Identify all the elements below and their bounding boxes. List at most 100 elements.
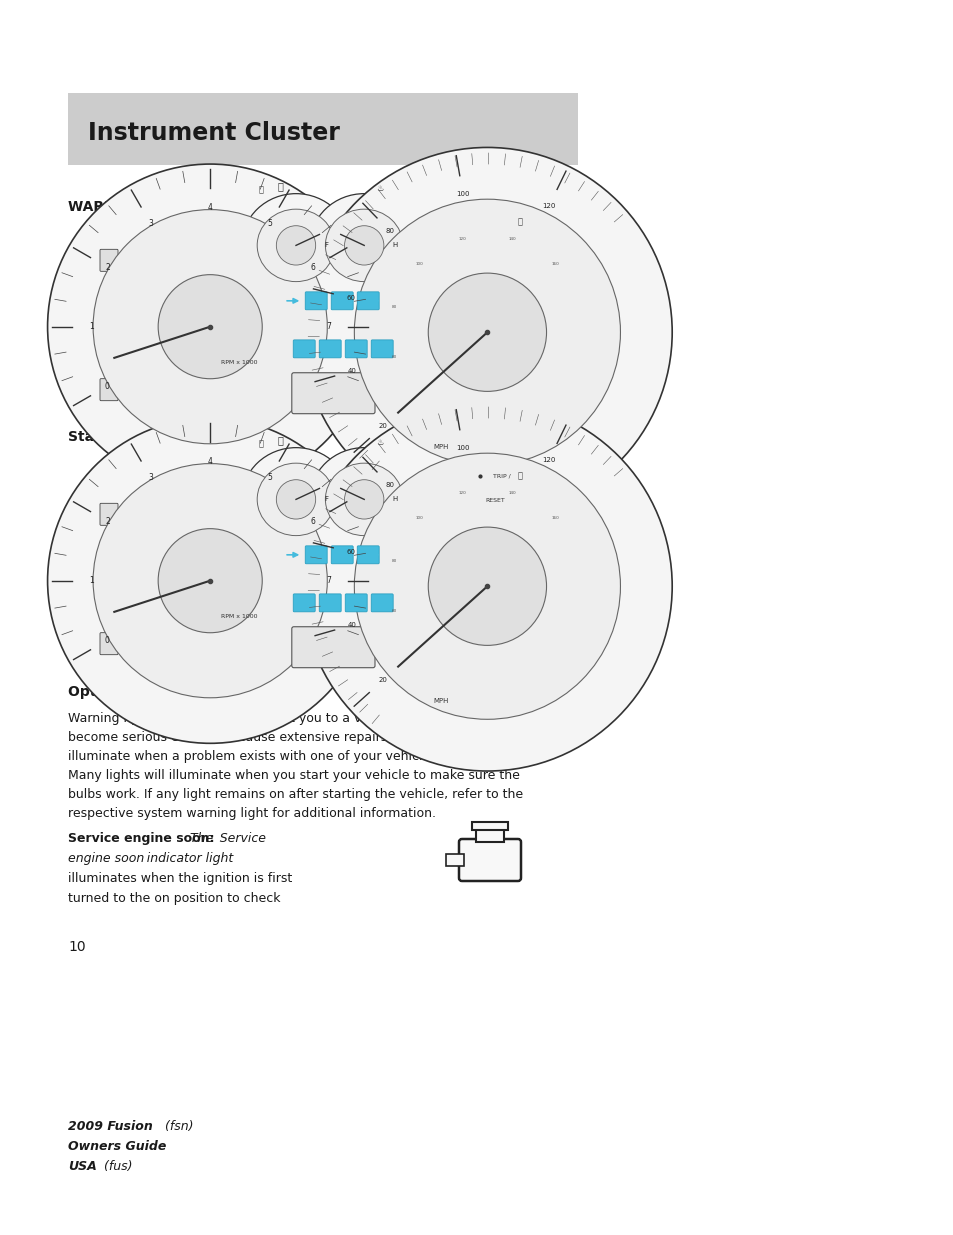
- Text: 80: 80: [385, 482, 394, 488]
- Text: 1: 1: [89, 322, 93, 331]
- Ellipse shape: [241, 194, 350, 298]
- FancyBboxPatch shape: [305, 291, 327, 310]
- FancyBboxPatch shape: [458, 839, 520, 881]
- Text: WARNING LIGHTS AND CHIMES: WARNING LIGHTS AND CHIMES: [68, 200, 309, 214]
- Text: Owners Guide: Owners Guide: [68, 1140, 166, 1153]
- Text: 100: 100: [416, 262, 423, 267]
- Text: RESET: RESET: [484, 498, 504, 503]
- FancyBboxPatch shape: [472, 823, 507, 830]
- Text: 🔒: 🔒: [517, 471, 522, 480]
- Ellipse shape: [325, 209, 402, 282]
- FancyBboxPatch shape: [276, 530, 390, 631]
- FancyBboxPatch shape: [319, 340, 341, 358]
- Circle shape: [93, 210, 327, 443]
- FancyBboxPatch shape: [100, 379, 118, 400]
- FancyBboxPatch shape: [112, 477, 567, 678]
- Ellipse shape: [241, 447, 350, 551]
- FancyBboxPatch shape: [476, 827, 503, 842]
- Text: Standard instrument cluster: Standard instrument cluster: [68, 430, 290, 445]
- FancyBboxPatch shape: [305, 546, 327, 564]
- Text: 3: 3: [149, 473, 153, 483]
- FancyBboxPatch shape: [100, 314, 118, 336]
- Text: 4: 4: [208, 457, 213, 467]
- Text: H: H: [393, 242, 397, 248]
- Text: 20: 20: [378, 677, 387, 683]
- Text: 100: 100: [456, 191, 469, 196]
- Text: 120: 120: [458, 237, 466, 241]
- Circle shape: [302, 147, 672, 517]
- FancyBboxPatch shape: [560, 601, 578, 624]
- Text: 7: 7: [326, 322, 331, 331]
- Ellipse shape: [325, 463, 402, 536]
- Text: 20: 20: [378, 424, 387, 430]
- Text: (fsn): (fsn): [161, 1120, 193, 1132]
- Text: 100: 100: [456, 445, 469, 451]
- FancyBboxPatch shape: [446, 853, 463, 866]
- Circle shape: [158, 529, 262, 632]
- FancyBboxPatch shape: [345, 340, 367, 358]
- Text: F: F: [324, 496, 328, 503]
- Text: ⛽: ⛽: [258, 440, 263, 448]
- FancyBboxPatch shape: [292, 626, 375, 668]
- Text: ⛽: ⛽: [258, 185, 263, 194]
- Text: illuminate when a problem exists with one of your vehicle’s functions.: illuminate when a problem exists with on…: [68, 750, 506, 763]
- Text: RPM x 1000: RPM x 1000: [221, 614, 257, 619]
- FancyBboxPatch shape: [293, 340, 314, 358]
- Text: become serious enough to cause extensive repairs. A warning light may: become serious enough to cause extensive…: [68, 731, 520, 743]
- Circle shape: [276, 226, 315, 266]
- FancyBboxPatch shape: [331, 291, 353, 310]
- Text: 140: 140: [508, 237, 516, 241]
- FancyBboxPatch shape: [371, 594, 393, 611]
- Text: The  Service: The Service: [186, 832, 266, 845]
- Text: RPM x 1000: RPM x 1000: [221, 359, 257, 366]
- FancyBboxPatch shape: [100, 504, 118, 525]
- FancyBboxPatch shape: [98, 475, 120, 679]
- Text: 5: 5: [267, 473, 272, 483]
- Text: bulbs work. If any light remains on after starting the vehicle, refer to the: bulbs work. If any light remains on afte…: [68, 788, 522, 802]
- Text: 5: 5: [267, 220, 272, 228]
- Circle shape: [48, 164, 373, 489]
- FancyBboxPatch shape: [68, 93, 578, 165]
- Ellipse shape: [257, 463, 335, 536]
- Text: 1: 1: [89, 577, 93, 585]
- Text: Service engine soon:: Service engine soon:: [68, 832, 214, 845]
- Text: 2: 2: [105, 263, 110, 272]
- Circle shape: [48, 419, 373, 743]
- Circle shape: [344, 479, 383, 519]
- Text: 120: 120: [541, 203, 555, 209]
- Text: TRIP /: TRIP /: [493, 474, 511, 479]
- FancyBboxPatch shape: [98, 221, 120, 425]
- Text: 120: 120: [458, 492, 466, 495]
- Circle shape: [354, 199, 619, 466]
- Text: 40: 40: [348, 622, 356, 627]
- FancyBboxPatch shape: [112, 222, 567, 424]
- FancyBboxPatch shape: [356, 291, 378, 310]
- Text: 6: 6: [311, 263, 315, 272]
- Text: 40: 40: [348, 368, 356, 374]
- Text: MPH: MPH: [433, 443, 449, 450]
- Text: 4: 4: [208, 204, 213, 212]
- Text: USA: USA: [68, 1160, 96, 1173]
- Circle shape: [276, 479, 315, 519]
- Text: 🔒: 🔒: [517, 217, 522, 226]
- Text: engine soon indicator light: engine soon indicator light: [68, 852, 233, 864]
- Text: 60: 60: [392, 609, 396, 613]
- Text: 60: 60: [392, 356, 396, 359]
- FancyBboxPatch shape: [560, 280, 578, 303]
- FancyBboxPatch shape: [371, 340, 393, 358]
- Text: 100: 100: [416, 516, 423, 520]
- Ellipse shape: [257, 209, 335, 282]
- Text: ♨: ♨: [375, 184, 383, 193]
- Text: Optional instrument cluster: Optional instrument cluster: [68, 685, 285, 699]
- Text: Many lights will illuminate when you start your vehicle to make sure the: Many lights will illuminate when you sta…: [68, 769, 519, 782]
- Text: 2: 2: [105, 516, 110, 526]
- FancyBboxPatch shape: [293, 594, 314, 611]
- Circle shape: [428, 273, 546, 391]
- Text: (fus): (fus): [100, 1160, 132, 1173]
- Text: 0: 0: [105, 636, 110, 645]
- Text: ♨: ♨: [375, 438, 383, 447]
- Text: respective system warning light for additional information.: respective system warning light for addi…: [68, 806, 436, 820]
- Circle shape: [344, 226, 383, 266]
- FancyBboxPatch shape: [100, 632, 118, 655]
- Circle shape: [428, 527, 546, 646]
